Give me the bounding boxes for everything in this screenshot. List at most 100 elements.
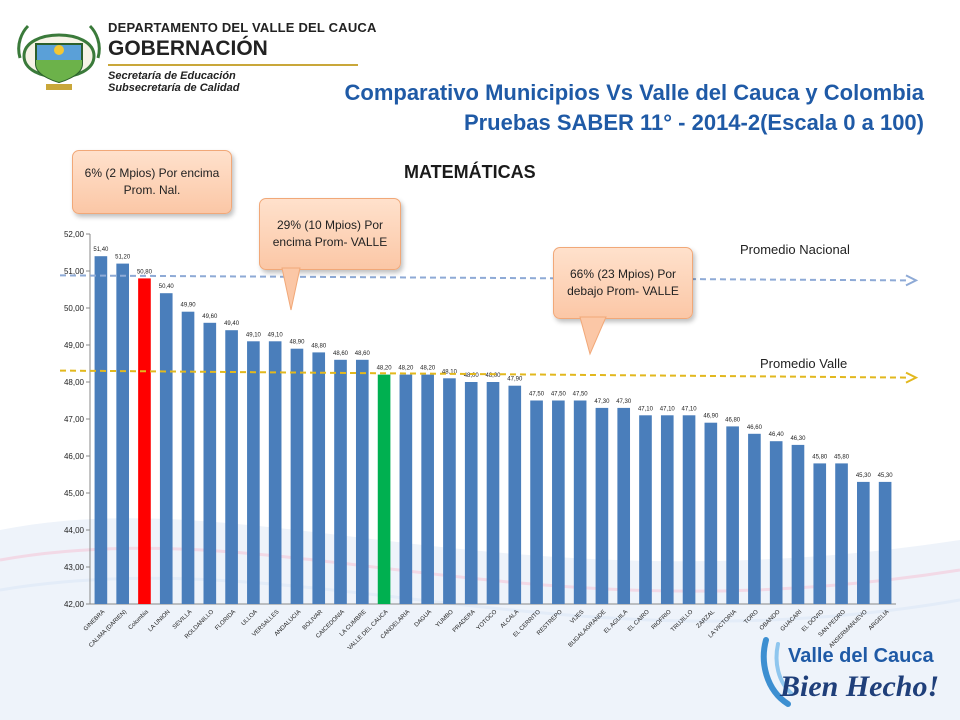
category-label: RIOFRIO xyxy=(651,609,673,631)
callout-above-national-text: 6% (2 Mpios) Por encima Prom. Nal. xyxy=(72,150,232,214)
bar xyxy=(726,426,739,604)
category-label: OBANDO xyxy=(759,609,782,632)
category-label: YOTOCO xyxy=(476,609,499,632)
bar xyxy=(312,352,326,604)
org-subsecretaria: Subsecretaría de Calidad xyxy=(108,82,240,94)
data-label: 46,40 xyxy=(769,432,785,438)
data-label: 48,00 xyxy=(485,373,501,379)
callout-above-valle: 29% (10 Mpios) Por encima Prom- VALLE xyxy=(259,198,401,270)
data-label: 48,90 xyxy=(289,340,305,346)
y-tick-label: 52,00 xyxy=(64,230,85,239)
category-label: BUGALAGRANDE xyxy=(568,609,608,649)
category-label: VALLE DEL CAUCA xyxy=(347,609,389,651)
category-label: DAGUA xyxy=(414,609,433,628)
bar xyxy=(660,415,674,604)
y-tick-label: 44,00 xyxy=(64,526,85,535)
bar xyxy=(573,400,587,604)
bar xyxy=(769,441,783,604)
org-secretaria: Secretaría de Educación xyxy=(108,70,236,82)
data-label: 47,50 xyxy=(573,392,589,398)
category-label: PRADERA xyxy=(452,609,477,634)
title-line-1: Comparativo Municipios Vs Valle del Cauc… xyxy=(344,80,925,105)
category-label: BOLIVAR xyxy=(302,609,325,632)
category-label: EL CAIRO xyxy=(627,609,651,633)
data-label: 50,80 xyxy=(137,269,153,275)
y-tick-label: 47,00 xyxy=(64,415,85,424)
data-label: 49,40 xyxy=(224,321,240,327)
data-label: 47,50 xyxy=(529,392,545,398)
data-label: 48,00 xyxy=(464,373,480,379)
bar xyxy=(486,382,500,604)
category-label: VIJES xyxy=(570,609,586,625)
category-label: YUMBO xyxy=(435,609,455,629)
data-label: 49,10 xyxy=(268,332,284,338)
bar xyxy=(290,348,304,604)
bar xyxy=(791,444,805,604)
chart-title: MATEMÁTICAS xyxy=(404,162,536,182)
y-tick-label: 43,00 xyxy=(64,563,85,572)
data-label: 51,40 xyxy=(93,247,109,253)
bar xyxy=(138,278,151,604)
bar xyxy=(443,378,456,604)
data-label: 51,20 xyxy=(115,255,131,261)
reference-label-valle: Promedio Valle xyxy=(760,356,848,371)
bar xyxy=(530,400,543,604)
coat-of-arms-logo xyxy=(17,24,101,90)
data-label: 49,60 xyxy=(202,314,218,320)
callout-below-valle: 66% (23 Mpios) Por debajo Prom- VALLE xyxy=(553,247,693,319)
data-label: 48,80 xyxy=(311,343,327,349)
title-line-2: Pruebas SABER 11° - 2014-2(Escala 0 a 10… xyxy=(463,110,924,135)
data-label: 47,10 xyxy=(682,406,698,412)
y-tick-label: 49,00 xyxy=(64,341,85,350)
bar xyxy=(421,374,434,604)
data-label: 47,50 xyxy=(551,392,567,398)
org-gobernacion: GOBERNACIÓN xyxy=(108,37,268,60)
category-label: Colombia xyxy=(128,609,151,632)
bar xyxy=(181,311,195,604)
callout-below-valle-text: 66% (23 Mpios) Por debajo Prom- VALLE xyxy=(553,247,693,319)
category-label: TORO xyxy=(743,609,760,626)
y-tick-label: 45,00 xyxy=(64,489,85,498)
data-label: 47,30 xyxy=(616,399,632,405)
bar xyxy=(748,433,761,604)
bar xyxy=(835,463,848,604)
data-label: 48,20 xyxy=(398,366,414,372)
bar xyxy=(247,341,260,604)
y-tick-label: 48,00 xyxy=(64,378,85,387)
category-label: ZARZAL xyxy=(696,609,717,630)
category-label: SEVILLA xyxy=(172,609,193,630)
data-label: 48,20 xyxy=(377,366,393,372)
category-label: ALCALA xyxy=(500,609,521,630)
bar xyxy=(878,481,892,604)
bar xyxy=(617,407,631,604)
data-label: 46,90 xyxy=(703,414,719,420)
bar xyxy=(203,322,217,604)
organization-block: DEPARTAMENTO DEL VALLE DEL CAUCA GOBERNA… xyxy=(108,20,377,94)
bar xyxy=(508,385,522,604)
category-label: FLORIDA xyxy=(214,609,237,632)
data-label: 48,20 xyxy=(420,366,436,372)
bar xyxy=(399,374,413,604)
org-department: DEPARTAMENTO DEL VALLE DEL CAUCA xyxy=(108,20,377,35)
bar xyxy=(857,481,870,604)
bar xyxy=(377,374,391,604)
data-label: 47,30 xyxy=(594,399,610,405)
bar xyxy=(595,407,609,604)
callout-above-valle-text: 29% (10 Mpios) Por encima Prom- VALLE xyxy=(259,198,401,270)
bar xyxy=(355,359,369,604)
data-label: 47,10 xyxy=(660,406,676,412)
footer-logo-line2: Bien Hecho! xyxy=(779,670,939,703)
bar xyxy=(268,341,282,604)
category-label: LA UNION xyxy=(148,609,172,633)
bar xyxy=(552,400,565,604)
reference-arrow xyxy=(905,274,919,287)
y-tick-label: 51,00 xyxy=(64,267,85,276)
data-label: 45,30 xyxy=(878,473,894,479)
category-label: ULLOA xyxy=(241,609,259,627)
bar xyxy=(682,415,696,604)
bar xyxy=(704,422,718,604)
data-label: 48,60 xyxy=(355,351,371,357)
y-tick-label: 46,00 xyxy=(64,452,85,461)
category-label: TRUJILLO xyxy=(670,609,695,634)
